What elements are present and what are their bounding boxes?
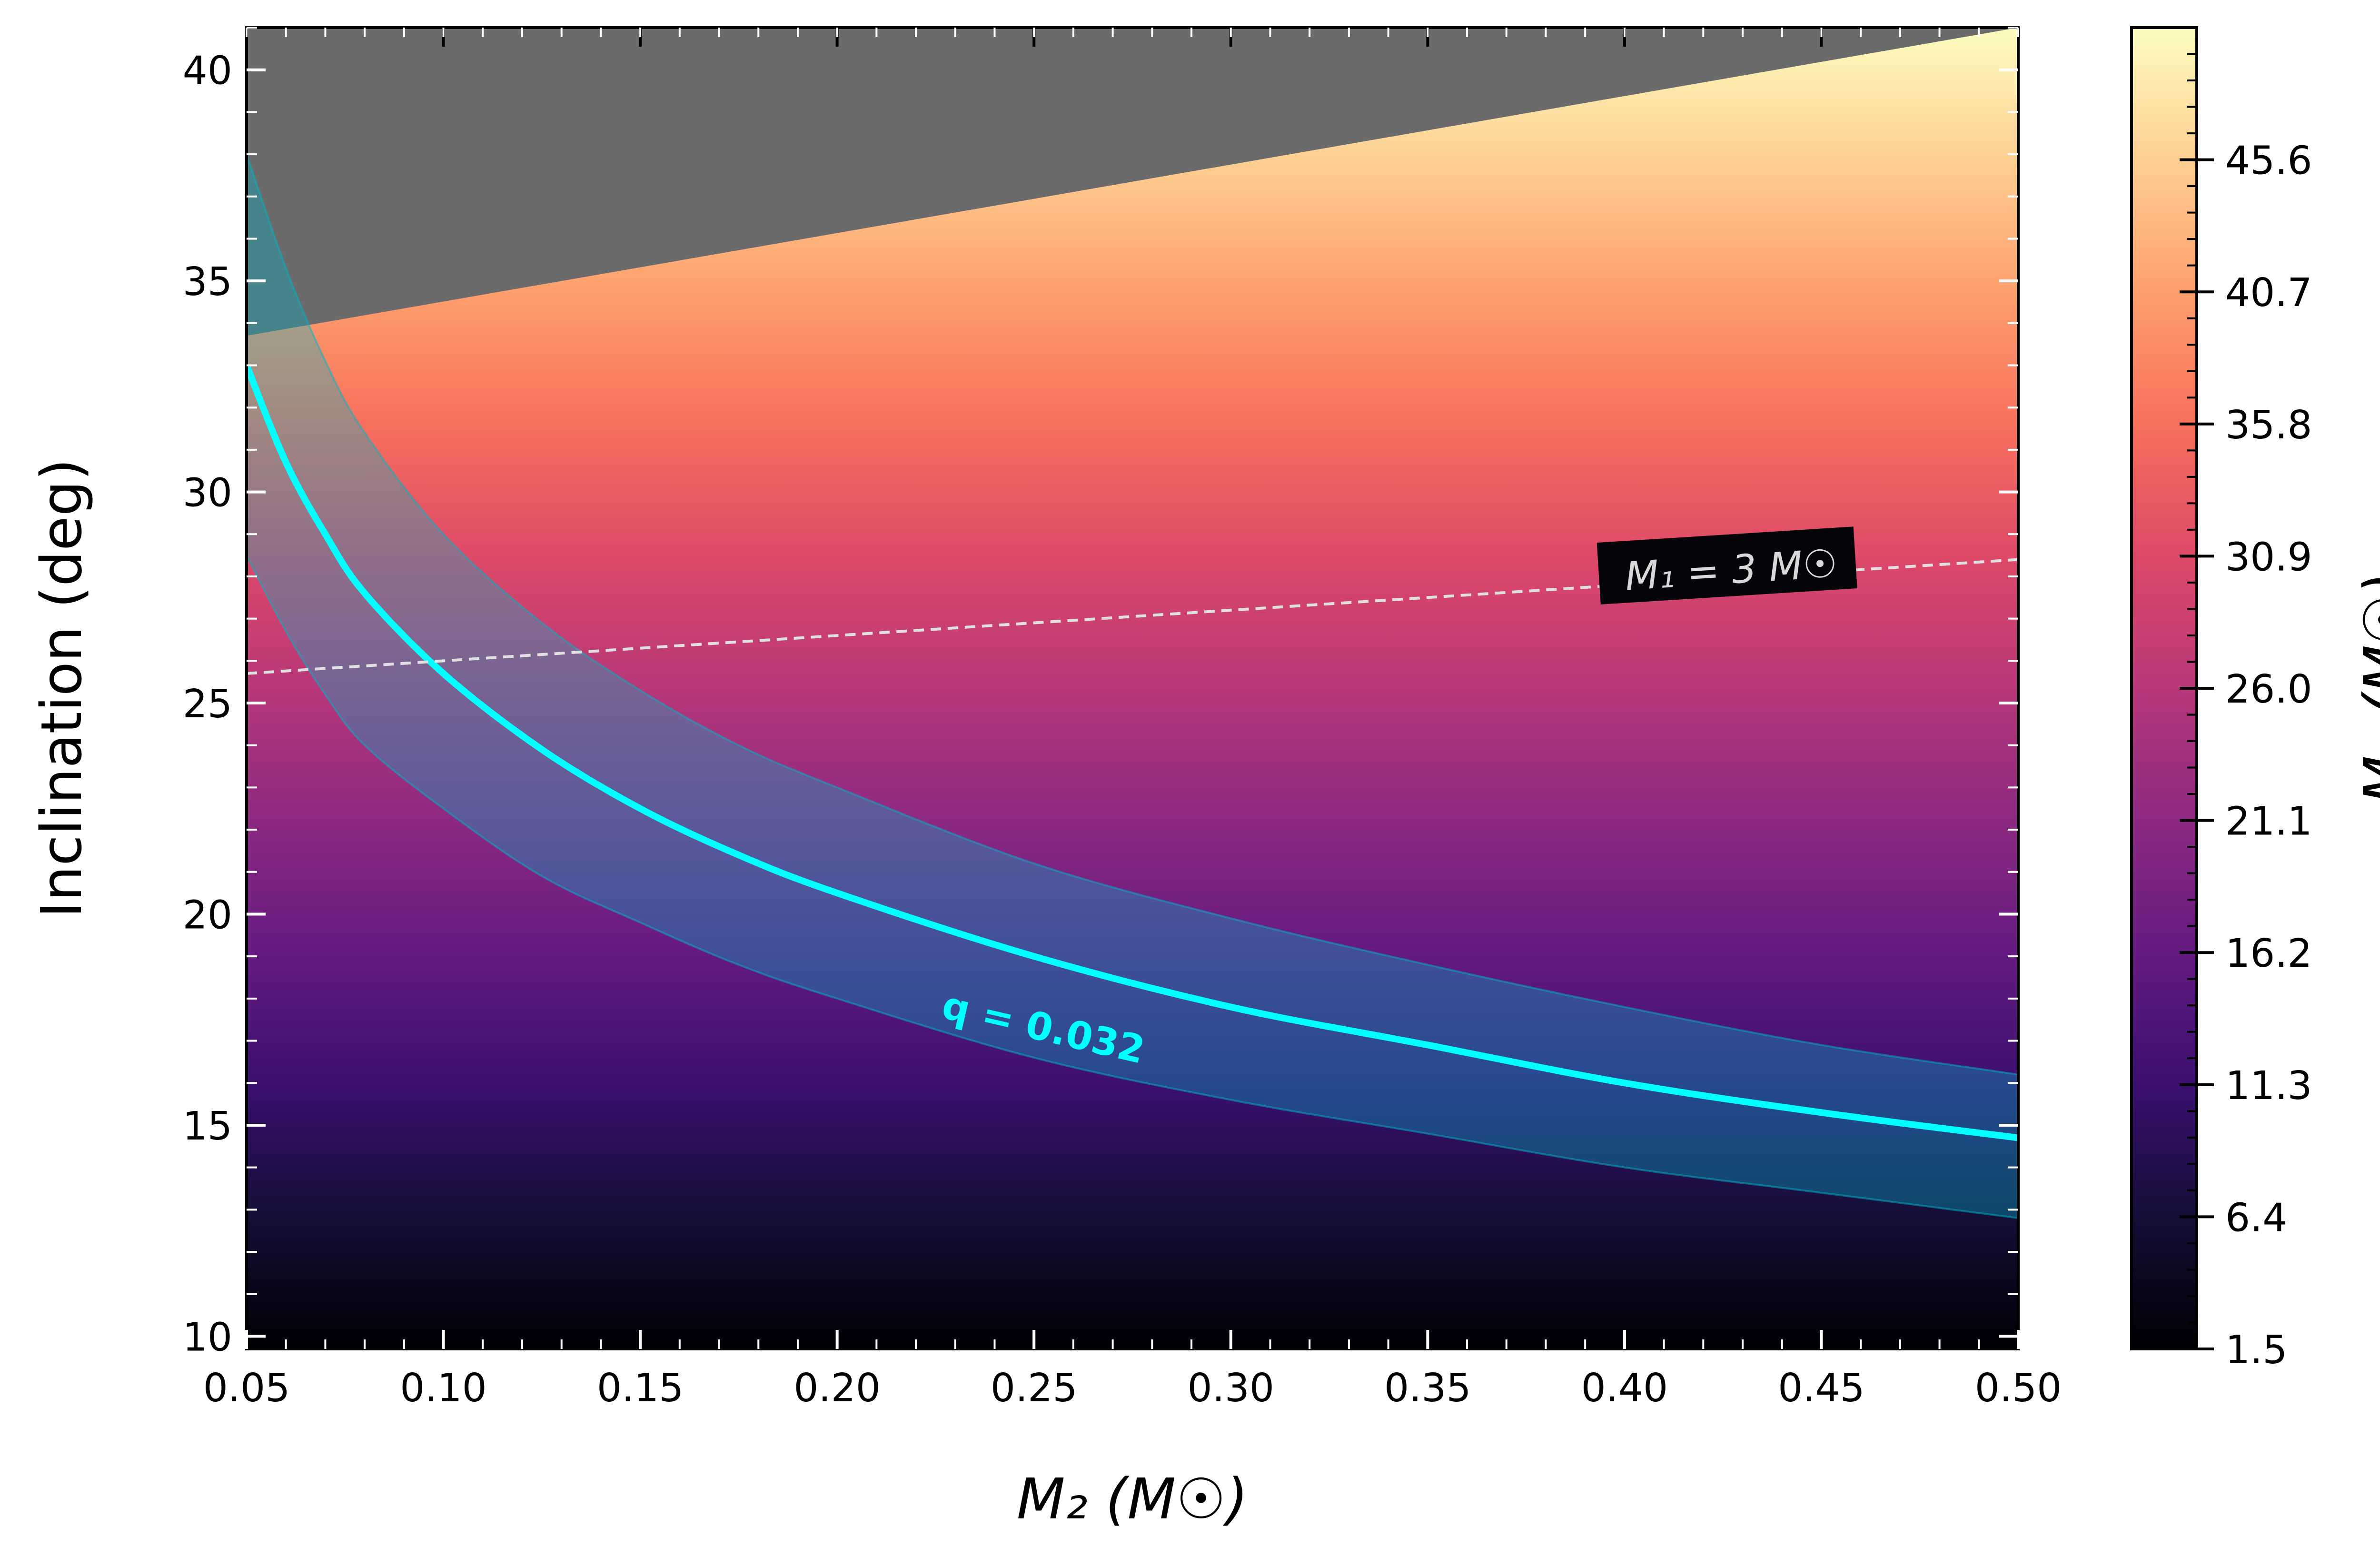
x-tick-label: 0.40 xyxy=(1581,1366,1668,1411)
x-tick-label: 0.15 xyxy=(597,1366,684,1411)
colorbar-tick-label: 6.4 xyxy=(2225,1195,2287,1240)
x-tick-label: 0.10 xyxy=(400,1366,487,1411)
colorbar-ticks xyxy=(2180,27,2214,1350)
colorbar-tick-label: 45.6 xyxy=(2225,139,2312,184)
colorbar-tick-label: 26.0 xyxy=(2225,667,2312,712)
excluded-region xyxy=(247,28,2018,336)
x-axis-tick-labels: 0.05 0.10 0.15 0.20 0.25 0.30 0.35 0.40 0.45 0.50 xyxy=(203,1366,2062,1411)
q-curve-line xyxy=(247,364,2018,1141)
colorbar-label: M₁ (M☉) xyxy=(2351,573,2380,804)
colorbar-tick-label: 16.2 xyxy=(2225,931,2312,976)
x-tick-label: 0.30 xyxy=(1187,1366,1274,1411)
x-tick-label: 0.05 xyxy=(203,1366,290,1411)
x-tick-label: 0.50 xyxy=(1975,1366,2062,1411)
colorbar-tick-label: 40.7 xyxy=(2225,270,2312,316)
m1-line-label-group: M₁ = 3 M☉ xyxy=(1597,526,1857,605)
colorbar-tick-labels: 1.5 6.4 11.3 16.2 21.1 26.0 30.9 35.8 40.7 45.6 xyxy=(2225,139,2312,1373)
y-tick-label: 15 xyxy=(183,1104,232,1149)
q-band-lower-edge xyxy=(247,555,2018,1219)
q-uncertainty-band xyxy=(247,154,2018,1219)
x-tick-label: 0.35 xyxy=(1384,1366,1471,1411)
y-axis-tick-labels: 10 15 20 25 30 35 40 xyxy=(183,49,232,1360)
colorbar-tick-label: 1.5 xyxy=(2225,1328,2287,1373)
colorbar-tick-label: 35.8 xyxy=(2225,403,2312,448)
plot-area xyxy=(247,28,2018,1349)
m1-label-knockout xyxy=(1597,526,1857,605)
y-tick-label: 30 xyxy=(183,471,232,516)
y-tick-label: 25 xyxy=(183,682,232,727)
x-tick-label: 0.20 xyxy=(793,1366,881,1411)
y-axis-ticks xyxy=(247,27,2018,1338)
y-axis-label: Inclination (deg) xyxy=(29,458,94,918)
y-tick-label: 20 xyxy=(183,892,232,938)
plot-frame xyxy=(245,26,2020,1350)
y-tick-label: 40 xyxy=(183,49,232,94)
colorbar-tick-label: 11.3 xyxy=(2225,1063,2312,1109)
colorbar-tick-label: 30.9 xyxy=(2225,535,2312,580)
y-tick-label: 10 xyxy=(183,1315,232,1360)
y-tick-label: 35 xyxy=(183,259,232,305)
x-tick-label: 0.25 xyxy=(991,1366,1078,1411)
q-band-upper-edge xyxy=(247,154,2018,1076)
x-axis-label: M₂ (M☉) xyxy=(1017,1466,1248,1532)
x-axis-ticks xyxy=(245,28,2020,1349)
x-tick-label: 0.45 xyxy=(1778,1366,1865,1411)
colorbar-tick-label: 21.1 xyxy=(2225,799,2312,844)
